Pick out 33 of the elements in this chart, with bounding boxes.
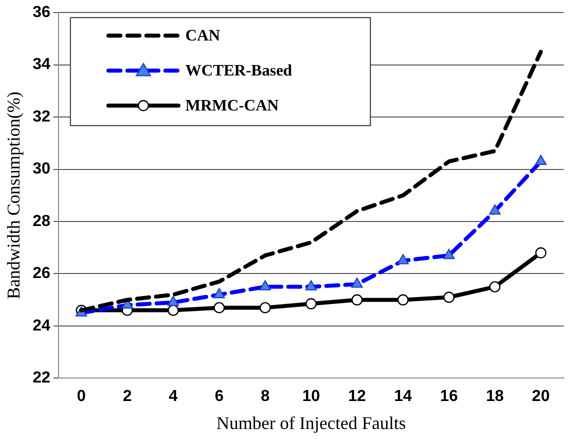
x-tick-label: 8 xyxy=(260,388,270,406)
y-tick-label: 32 xyxy=(32,108,50,126)
x-tick-label: 6 xyxy=(214,388,224,406)
y-tick-label: 26 xyxy=(32,265,50,282)
x-tick-label: 12 xyxy=(348,388,366,406)
x-tick-label: 4 xyxy=(168,388,178,406)
x-tick-label: 20 xyxy=(532,388,550,406)
x-tick-label: 2 xyxy=(122,388,132,406)
legend-label: WCTER-Based xyxy=(185,62,292,80)
x-tick-label: 16 xyxy=(440,388,458,406)
point xyxy=(535,247,546,258)
point xyxy=(351,294,363,306)
point xyxy=(260,302,271,314)
y-tick-label: 34 xyxy=(32,56,50,74)
x-axis-title: Number of Injected Faults xyxy=(216,412,406,433)
point xyxy=(306,298,317,310)
y-tick-label: 22 xyxy=(32,370,50,387)
point xyxy=(214,302,225,314)
y-tick-label: 24 xyxy=(32,317,50,334)
y-tick-label: 28 xyxy=(32,212,50,230)
legend-label: CAN xyxy=(185,28,221,45)
x-tick-label: 10 xyxy=(302,388,320,406)
point xyxy=(443,292,455,303)
x-tick-label: 0 xyxy=(76,388,86,406)
point xyxy=(489,281,500,292)
y-tick-label: 36 xyxy=(32,4,50,22)
x-tick-label: 14 xyxy=(394,388,412,406)
point xyxy=(397,294,409,306)
y-axis-title: Bandwidth Consumption(%) xyxy=(4,92,24,300)
legend-label: MRMC-CAN xyxy=(185,98,280,115)
y-tick-label: 30 xyxy=(32,160,50,178)
x-tick-label: 18 xyxy=(486,388,504,406)
point xyxy=(168,304,179,316)
